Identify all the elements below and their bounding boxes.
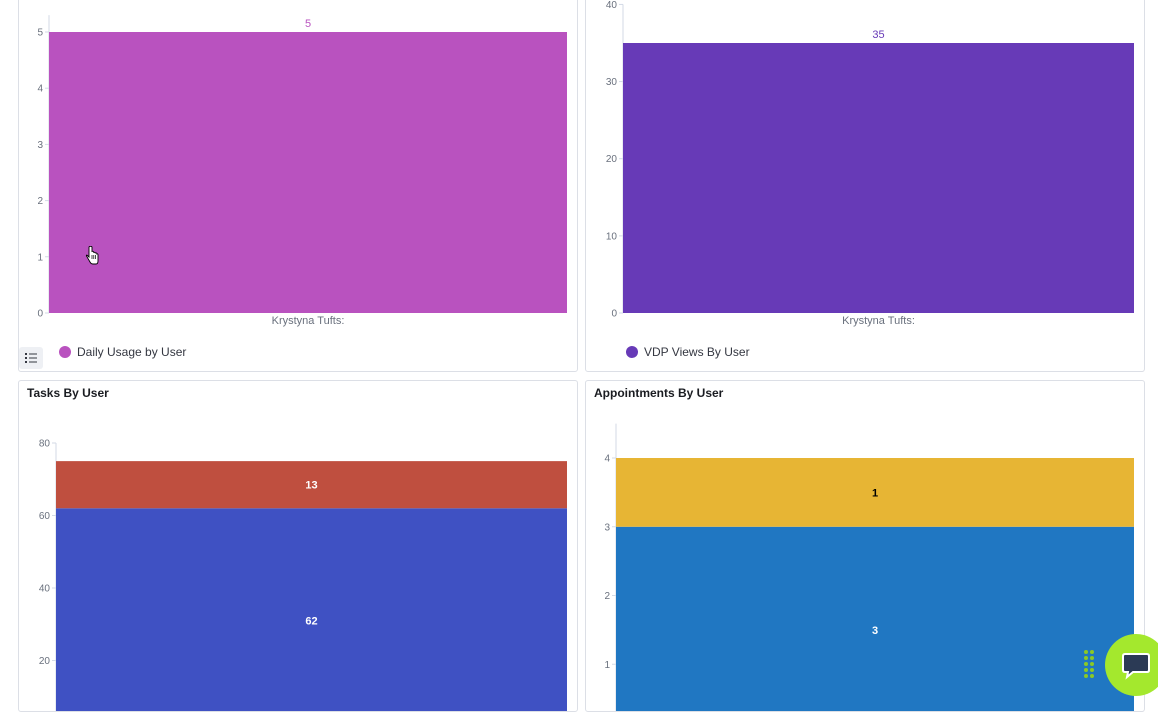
bar[interactable] (623, 43, 1134, 313)
tasks-chart: 20 40 60 80 62 13 (39, 439, 567, 712)
bar-segment[interactable] (56, 508, 567, 712)
segment-label: 13 (305, 480, 317, 492)
segment-label: 1 (872, 487, 878, 499)
y-tick-label: 4 (604, 454, 610, 465)
chat-launcher-button[interactable] (1105, 634, 1158, 696)
drag-handle-icon[interactable] (1083, 649, 1097, 681)
panel-title: Tasks By User (27, 386, 109, 400)
chat-bubble-icon (1122, 653, 1150, 680)
legend-item-daily-usage[interactable]: Daily Usage by User (59, 345, 186, 359)
legend-toggle-button[interactable] (19, 347, 43, 369)
y-tick-label: 0 (37, 309, 43, 320)
x-category-label: Krystyna Tufts: (842, 315, 915, 327)
x-category-label: Krystyna Tufts: (272, 315, 345, 327)
y-tick-label: 1 (604, 660, 610, 671)
y-tick-label: 30 (606, 77, 618, 88)
y-tick-label: 2 (604, 591, 610, 602)
y-tick-label: 40 (39, 584, 51, 595)
list-icon (25, 353, 37, 363)
y-tick-label: 3 (604, 522, 610, 533)
appointments-panel: Appointments By User 1 2 3 4 3 1 (585, 380, 1145, 712)
bar-segment[interactable] (616, 526, 1134, 712)
legend-item-vdp-views[interactable]: VDP Views By User (626, 345, 750, 359)
vdp-views-panel: 0 10 20 30 40 35 Krystyna Tufts: VDP Views By … (585, 0, 1145, 372)
appointments-chart: 1 2 3 4 3 1 (604, 423, 1134, 712)
bar-value-label: 35 (872, 29, 884, 41)
y-tick-label: 3 (37, 140, 43, 151)
daily-usage-panel: 0 1 2 3 4 5 5 Krystyna Tufts: Daily Usage by Us… (18, 0, 578, 372)
y-tick-label: 20 (39, 656, 51, 667)
y-tick-label: 0 (611, 309, 617, 320)
legend-label: Daily Usage by User (77, 345, 187, 359)
legend-dot (626, 346, 638, 358)
tasks-panel: Tasks By User 20 40 60 80 62 13 (18, 380, 578, 712)
hand-cursor-icon (85, 246, 99, 265)
legend-dot (59, 346, 71, 358)
bar-segment[interactable] (56, 461, 567, 509)
y-tick-label: 80 (39, 439, 51, 450)
bar-value-label: 5 (305, 18, 311, 30)
panel-title: Appointments By User (594, 386, 724, 400)
y-tick-label: 1 (37, 252, 43, 263)
y-tick-label: 20 (606, 154, 618, 165)
bar[interactable] (49, 32, 567, 313)
y-tick-label: 4 (37, 84, 43, 95)
y-tick-label: 10 (606, 231, 618, 242)
y-tick-label: 2 (37, 196, 43, 207)
segment-label: 62 (305, 616, 317, 628)
vdp-views-chart: 0 10 20 30 40 35 Krystyna Tufts: (606, 0, 1134, 327)
legend-label: VDP Views By User (644, 345, 750, 359)
y-tick-label: 40 (606, 0, 618, 11)
segment-label: 3 (872, 625, 878, 637)
y-tick-label: 5 (37, 28, 43, 39)
daily-usage-chart: 0 1 2 3 4 5 5 Krystyna Tufts: (37, 15, 567, 327)
bar-segment[interactable] (616, 458, 1134, 527)
y-tick-label: 60 (39, 511, 51, 522)
